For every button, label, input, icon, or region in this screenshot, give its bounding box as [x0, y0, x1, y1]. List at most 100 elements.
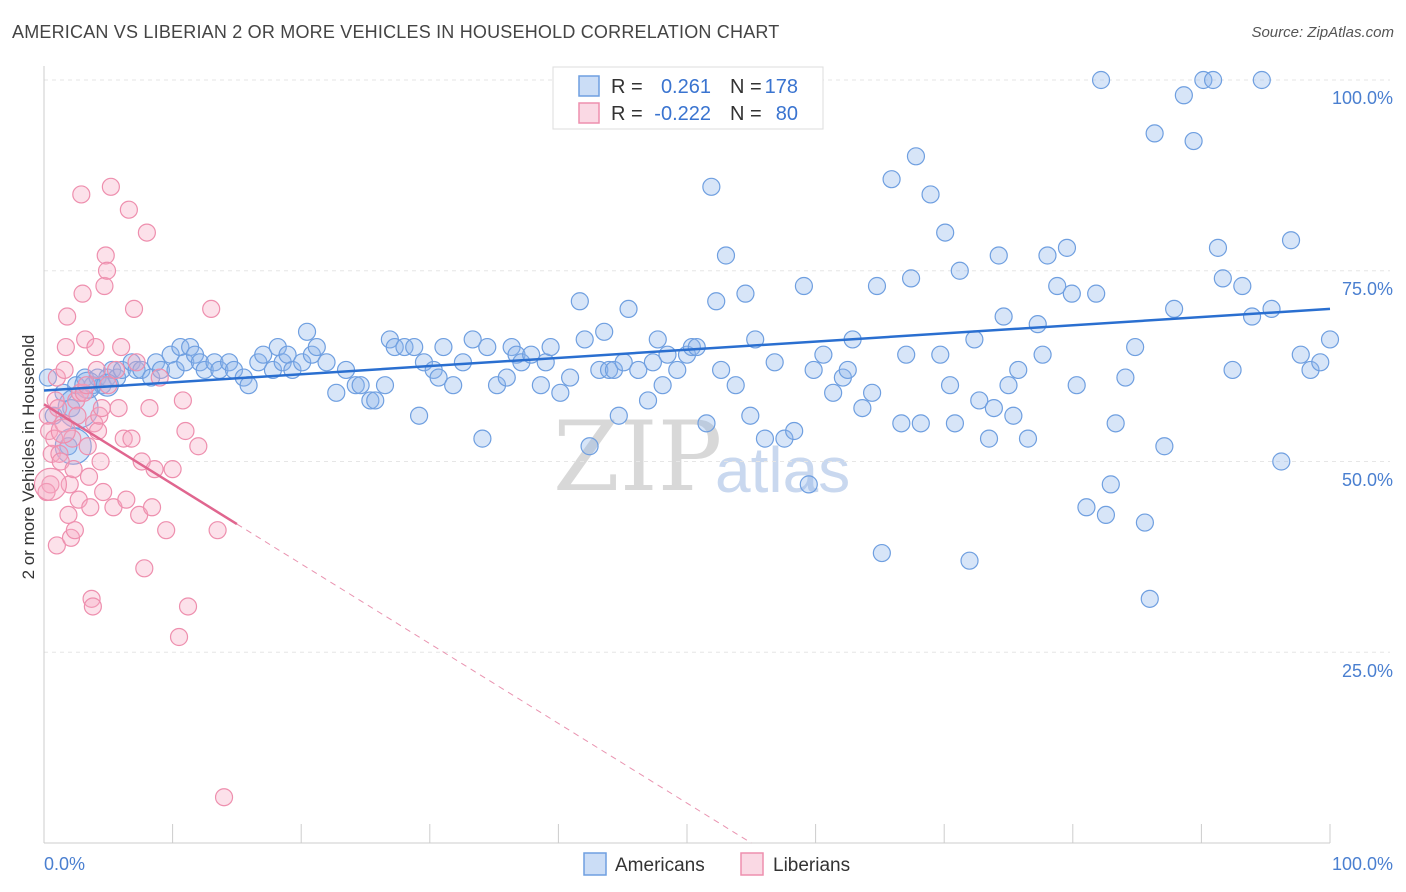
y-tick-label: 75.0%: [1342, 279, 1393, 299]
legend-r-value: -0.222: [654, 103, 711, 125]
liberian-point: [91, 452, 110, 471]
american-point: [1135, 513, 1154, 532]
american-point: [1116, 368, 1135, 387]
american-point: [1067, 376, 1086, 395]
american-point: [950, 261, 969, 280]
american-point: [1145, 124, 1164, 143]
liberian-point: [50, 418, 76, 444]
liberian-point: [106, 360, 126, 380]
american-point: [1091, 70, 1111, 90]
american-point: [560, 368, 580, 387]
american-point: [1213, 269, 1232, 288]
american-point: [619, 299, 638, 318]
american-point: [351, 376, 370, 395]
legend-n-value: 178: [765, 76, 798, 98]
legend-n-label: N =: [730, 103, 762, 125]
american-point: [653, 376, 672, 395]
american-point: [166, 360, 185, 380]
y-axis-label: 2 or more Vehicles in Household: [19, 335, 38, 580]
american-point: [945, 414, 965, 433]
legend-r-value: 0.261: [661, 76, 711, 98]
liberian-trend-extension: [236, 523, 752, 844]
american-point: [1223, 360, 1242, 380]
american-point: [775, 429, 794, 448]
liberian-point: [214, 788, 234, 807]
liberian-point: [124, 299, 144, 318]
american-point: [1320, 330, 1340, 349]
bottom-legend-swatch-liberian: [740, 852, 764, 876]
liberian-point: [119, 200, 138, 219]
american-point: [838, 360, 857, 380]
american-point: [726, 376, 745, 395]
american-point: [794, 276, 814, 296]
y-tick-label: 100.0%: [1332, 88, 1393, 108]
american-point: [263, 360, 283, 380]
liberian-point: [82, 589, 101, 608]
american-point: [1194, 70, 1213, 90]
liberian-points: [33, 177, 234, 807]
liberian-trend-line: [43, 403, 238, 526]
liberian-point: [92, 398, 111, 418]
legend-n-value: 80: [776, 103, 798, 125]
bottom-legend: Americans Liberians: [583, 852, 850, 876]
american-point: [1038, 246, 1057, 265]
liberian-point: [112, 337, 131, 357]
american-trend-line: [43, 307, 1331, 392]
liberian-point: [96, 246, 115, 265]
legend-box: R = 0.261 N = 178 R = -0.222 N = 80: [552, 66, 824, 130]
american-point: [1101, 475, 1120, 494]
american-point: [609, 406, 628, 425]
american-point: [901, 269, 921, 288]
american-point: [575, 330, 594, 349]
american-point: [385, 337, 404, 357]
liberian-point: [50, 444, 69, 463]
liberian-point: [173, 391, 192, 410]
american-point: [814, 345, 833, 364]
x-tick-label: 100.0%: [1332, 854, 1393, 874]
american-point: [658, 345, 677, 364]
american-point: [1272, 452, 1291, 471]
american-point: [921, 185, 940, 204]
liberian-point: [97, 261, 117, 280]
bottom-legend-swatch-american: [583, 852, 607, 876]
american-point: [1087, 284, 1106, 303]
american-point: [765, 353, 784, 372]
legend-r-label: R =: [611, 103, 643, 125]
american-point: [317, 353, 336, 372]
american-points: [38, 70, 1340, 608]
american-point: [799, 475, 818, 494]
liberian-point: [78, 437, 97, 456]
liberian-point: [135, 559, 154, 578]
liberian-point: [176, 421, 195, 441]
liberian-point: [83, 597, 102, 616]
bottom-legend-label-american: Americans: [615, 855, 705, 876]
american-point: [863, 383, 882, 402]
american-point: [473, 429, 492, 448]
american-point: [687, 337, 706, 357]
american-point: [1252, 70, 1271, 90]
american-point: [1004, 406, 1023, 425]
liberian-point: [109, 398, 128, 418]
american-point: [1242, 307, 1262, 326]
american-point: [604, 360, 624, 380]
liberian-point: [94, 482, 113, 502]
american-point: [1165, 299, 1184, 318]
liberian-point: [202, 299, 221, 318]
american-point: [463, 330, 482, 349]
american-point: [989, 246, 1008, 265]
american-point: [906, 147, 926, 166]
american-point: [897, 345, 916, 364]
american-point: [497, 368, 516, 387]
american-point: [590, 360, 609, 380]
american-point: [1062, 284, 1081, 303]
american-point: [429, 368, 448, 387]
american-point: [1174, 86, 1193, 105]
american-point: [254, 345, 273, 364]
american-point: [970, 391, 989, 410]
watermark-zip: ZIP: [553, 401, 722, 513]
chart-title: AMERICAN VS LIBERIAN 2 OR MORE VEHICLES …: [12, 22, 780, 42]
american-point: [1208, 238, 1228, 257]
liberian-point: [64, 460, 83, 479]
liberian-point: [55, 360, 74, 380]
american-point: [409, 406, 429, 425]
